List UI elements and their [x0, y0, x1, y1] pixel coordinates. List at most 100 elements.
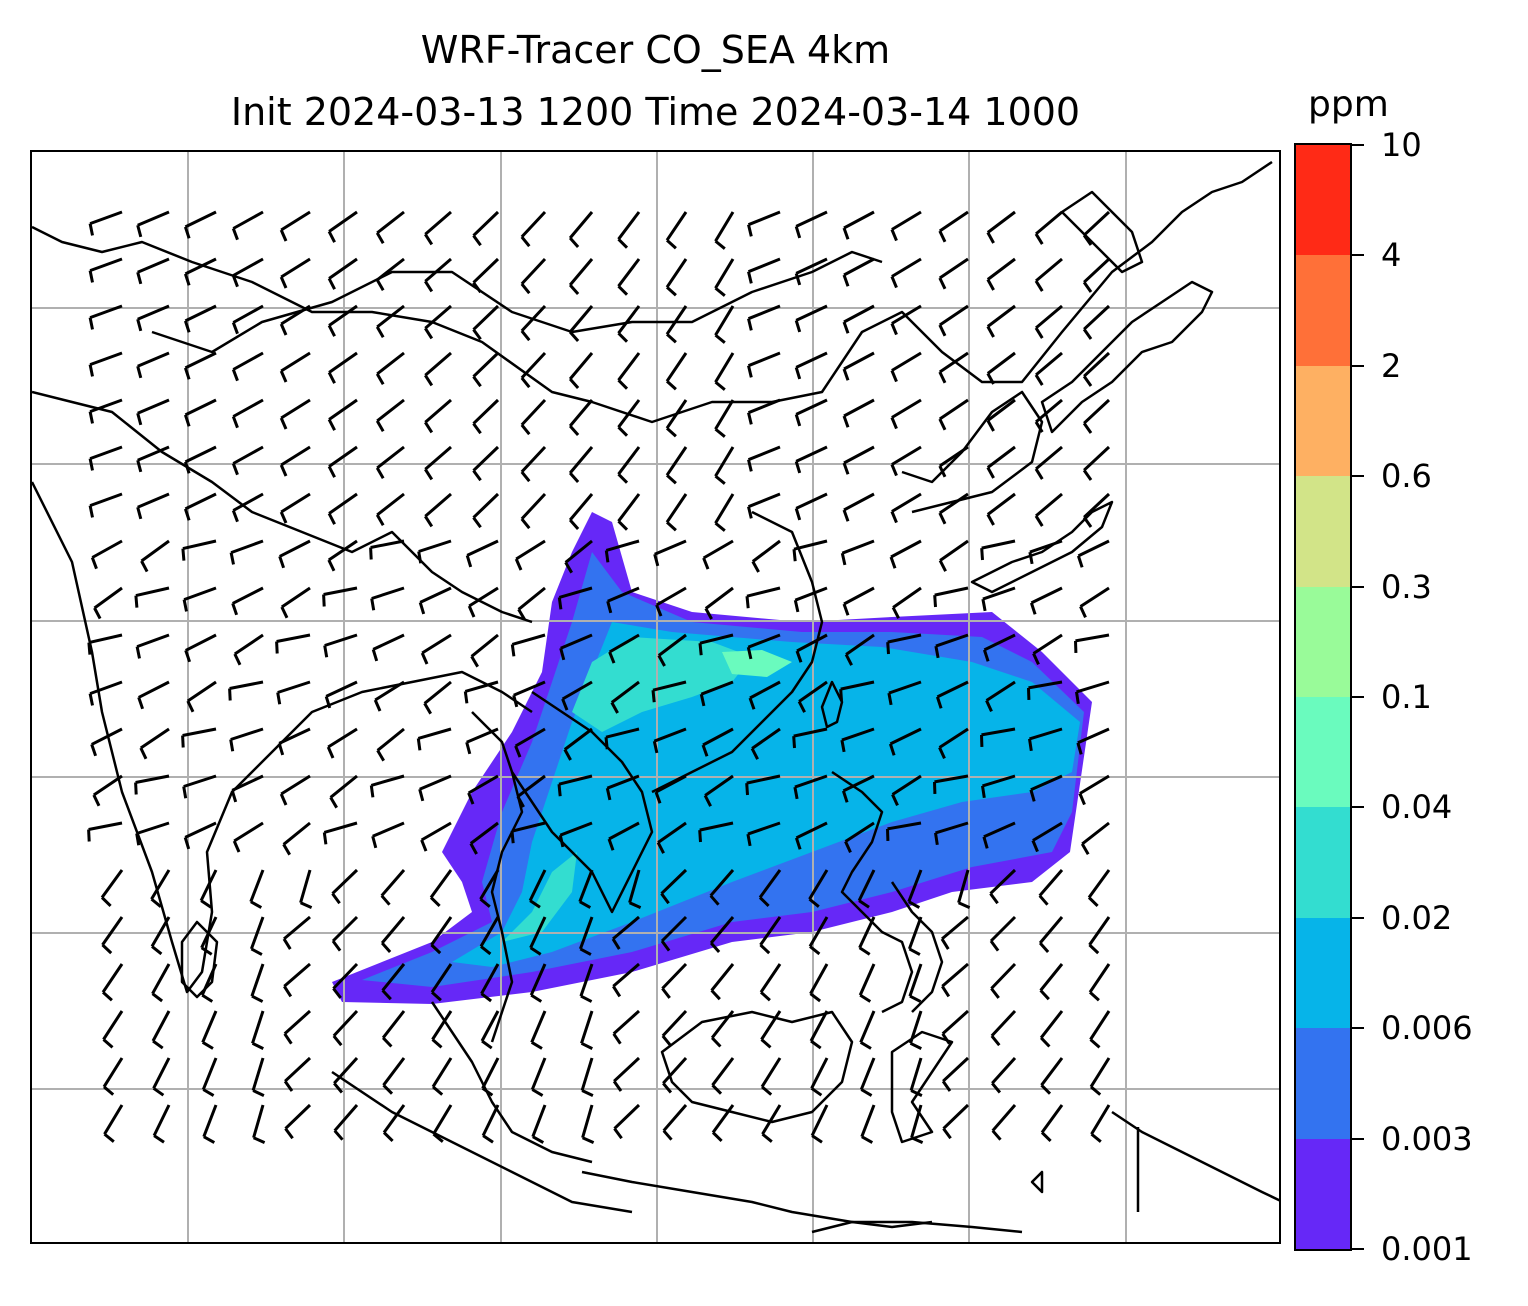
- wind-barb: [431, 1057, 453, 1088]
- wind-barb: [466, 727, 499, 744]
- wind-barb: [710, 963, 735, 992]
- wind-barb: [662, 1104, 688, 1132]
- wind-barb: [150, 916, 171, 948]
- wind-barb: [280, 398, 311, 420]
- wind-barb: [530, 1010, 547, 1043]
- wind-barb-feather: [201, 1041, 214, 1050]
- wind-barb-feather: [135, 646, 141, 659]
- wind-barb-feather: [150, 897, 162, 908]
- wind-barb-feather: [233, 653, 242, 666]
- wind-barb-feather: [628, 901, 642, 909]
- wind-barb-feather: [933, 594, 937, 608]
- wind-barb: [1077, 727, 1110, 745]
- wind-barb-feather: [418, 601, 426, 615]
- wind-barb: [747, 257, 781, 274]
- wind-barb: [909, 1010, 923, 1044]
- wind-barb-feather: [1090, 1132, 1102, 1143]
- wind-barbs: [87, 210, 1111, 1144]
- wind-barb: [859, 1057, 876, 1091]
- wind-barb-feather: [1040, 1036, 1051, 1048]
- wind-barb: [843, 304, 875, 324]
- wind-barb: [328, 210, 358, 233]
- wind-barb-feather: [698, 643, 703, 656]
- wind-barb: [843, 445, 875, 465]
- wind-barb: [279, 539, 311, 558]
- colorbar-tick-label: 0.001: [1381, 1230, 1473, 1268]
- wind-barb-feather: [1034, 421, 1044, 433]
- wind-barb-feather: [711, 1131, 723, 1142]
- wind-barb: [1083, 492, 1111, 519]
- wind-barb-feather: [1082, 234, 1093, 246]
- wind-barb: [91, 727, 123, 746]
- wind-barb-feather: [608, 651, 616, 664]
- wind-barb-feather: [568, 472, 580, 483]
- wind-barb-feather: [986, 513, 995, 526]
- wind-barb-feather: [470, 655, 479, 668]
- wind-barb: [891, 445, 922, 466]
- wind-barb-feather: [251, 1041, 264, 1050]
- colorbar-segment: [1296, 1138, 1350, 1249]
- wind-barb-feather: [701, 744, 709, 757]
- wind-barb: [184, 492, 217, 511]
- wind-barb: [942, 1103, 970, 1130]
- wind-barb-feather: [842, 368, 850, 381]
- wind-barb: [714, 493, 735, 524]
- wind-barb: [986, 492, 1016, 516]
- wind-barb: [568, 305, 594, 333]
- wind-barb-feather: [909, 994, 922, 1003]
- wind-barb-feather: [326, 746, 335, 759]
- wind-barb-feather: [1082, 516, 1093, 528]
- wind-barb-feather: [986, 278, 995, 291]
- wind-barb-feather: [1034, 374, 1044, 386]
- colorbar-segment: [1296, 807, 1350, 918]
- wind-barb: [514, 727, 546, 748]
- wind-barb: [795, 304, 828, 322]
- wind-barb: [528, 869, 547, 902]
- wind-barb-feather: [482, 1134, 494, 1144]
- wind-barb: [617, 399, 641, 429]
- wind-barb-feather: [709, 942, 721, 953]
- plume-level-0.02: [572, 637, 752, 732]
- wind-barb-feather: [1088, 943, 1100, 955]
- wind-barb-feather: [559, 647, 566, 661]
- wind-barb-feather: [231, 415, 239, 429]
- wind-barb-feather: [530, 1041, 543, 1050]
- wind-barb-feather: [90, 743, 98, 757]
- wind-barb-feather: [481, 1039, 493, 1050]
- wind-barb-feather: [1082, 281, 1093, 293]
- wind-barb-feather: [376, 749, 385, 762]
- wind-barb-feather: [794, 225, 802, 239]
- wind-barb-feather: [183, 226, 191, 239]
- wind-barb: [138, 680, 170, 699]
- wind-barb-feather: [229, 552, 235, 565]
- wind-barb: [323, 821, 358, 834]
- wind-barb: [472, 257, 500, 284]
- wind-barb: [327, 539, 358, 562]
- wind-barb-feather: [231, 321, 239, 335]
- wind-barb-feather: [887, 692, 893, 706]
- wind-barb: [941, 915, 969, 941]
- wind-barb-feather: [183, 461, 191, 474]
- wind-barb-feather: [1034, 280, 1044, 292]
- wind-barb-feather: [140, 560, 149, 573]
- wind-barb-feather: [794, 366, 802, 380]
- wind-barb-feather: [794, 507, 802, 521]
- wind-barb: [137, 304, 170, 321]
- wind-barb: [376, 210, 405, 235]
- wind-barb: [1035, 210, 1063, 236]
- wind-barb-feather: [1034, 468, 1044, 480]
- wind-barb-feather: [858, 899, 870, 909]
- wind-barb: [1079, 586, 1110, 608]
- wind-barb: [887, 821, 922, 831]
- wind-barb-feather: [568, 425, 580, 436]
- wind-barb-feather: [657, 654, 666, 667]
- wind-barb-feather: [661, 1034, 672, 1047]
- colorbar-segment: [1296, 586, 1350, 697]
- wind-barb: [795, 821, 828, 840]
- wind-barb-feather: [279, 464, 288, 477]
- wind-barb: [613, 1056, 641, 1083]
- wind-barb: [328, 492, 358, 515]
- wind-barb-feather: [431, 1038, 443, 1049]
- wind-barb-feather: [251, 994, 264, 1003]
- wind-barb-feather: [842, 603, 850, 616]
